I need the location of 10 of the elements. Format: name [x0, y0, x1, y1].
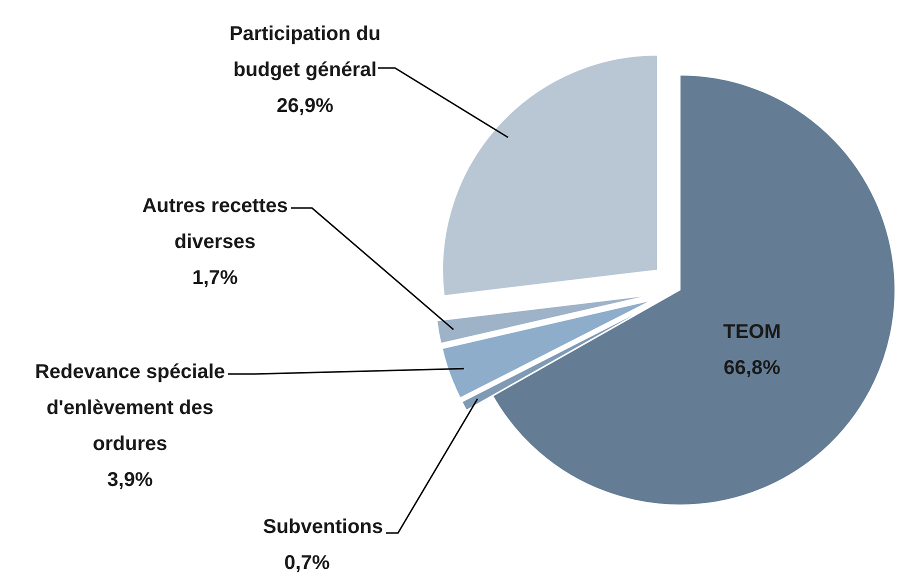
slice-label: Redevance spéciale d'enlèvement des ordures — [34, 361, 226, 455]
data-label: 26,9% — [276, 95, 334, 117]
data-label: 3,9% — [107, 469, 154, 491]
slice-label: Subventions — [262, 516, 383, 538]
data-label: 0,7% — [284, 552, 330, 574]
data-label: 1,7% — [192, 267, 238, 289]
slice-label: TEOM — [723, 321, 781, 343]
data-label: 66,8% — [724, 357, 781, 379]
slice-label: Participation du budget général — [229, 23, 381, 81]
slice-label: Autres recettes diverses — [142, 195, 288, 253]
